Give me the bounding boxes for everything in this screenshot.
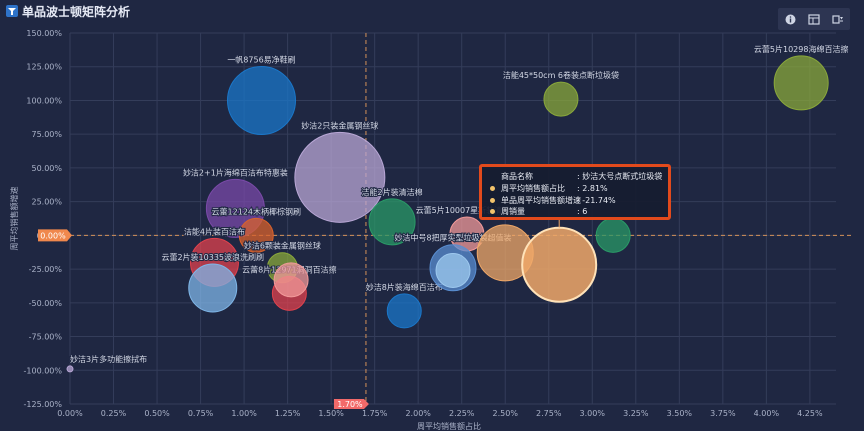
bubble-label: 洁能4片装百洁布 [184, 226, 245, 236]
tooltip-key: 周销量 [501, 207, 525, 216]
tooltip-key: 单品周平均销售额增速 [501, 196, 581, 205]
y-tick-label: -75.00% [29, 333, 63, 342]
chart-toolbar [778, 8, 850, 30]
tooltip-bullet-icon [490, 209, 495, 214]
tooltip-row: 周销量 : 6 [490, 207, 587, 217]
tooltip-name-key: 商品名称 [501, 172, 533, 181]
tooltip-row: 周平均销售额占比 : 2.81% [490, 184, 608, 194]
tooltip-row: 单品周平均销售额增速: -21.74% [490, 196, 616, 206]
bubble-label: 一帆8756易净鞋刷 [227, 54, 295, 64]
x-axis-title: 周平均销售额占比 [417, 421, 481, 431]
tooltip: 商品名称 : 妙洁大号点断式垃圾袋 周平均销售额占比 : 2.81% 单品周平均销售… [479, 164, 671, 220]
x-reference-label: 1.70% [337, 400, 363, 409]
bubble-point [294, 131, 386, 223]
bubble-point [773, 55, 829, 111]
bubble-label: 妙洁2+1片海绵百洁布特惠装 [183, 167, 288, 177]
tooltip-value: : 6 [577, 207, 588, 216]
tooltip-value: : -21.74% [577, 196, 616, 205]
y-tick-label: -25.00% [29, 265, 63, 274]
x-tick-label: 1.50% [318, 409, 344, 418]
bubble-point [543, 81, 579, 117]
page-title: 单品波士顿矩阵分析 [22, 5, 131, 19]
bubble-point [435, 252, 471, 288]
x-tick-label: 1.75% [362, 409, 388, 418]
bubble-label: 妙洁8片装海绵百洁布 [366, 282, 443, 292]
y-reference-label: 0.00% [40, 231, 66, 240]
x-tick-label: 2.75% [536, 409, 562, 418]
bubble-label: 妙洁2只装金属钢丝球 [301, 120, 378, 130]
bubble-label: 妙洁3片多功能擦拭布 [70, 354, 147, 364]
bubble-label: 云蕾12124木柄椰棕钢刷 [212, 206, 301, 216]
bubble-point [595, 217, 631, 253]
bubble-point [368, 198, 416, 246]
x-tick-label: 3.00% [580, 409, 606, 418]
bubble-point [386, 293, 422, 329]
x-tick-label: 0.75% [188, 409, 214, 418]
x-tick-label: 1.00% [231, 409, 257, 418]
y-tick-label: -50.00% [29, 299, 63, 308]
tooltip-name-value: : 妙洁大号点断式垃圾袋 [577, 172, 663, 181]
x-tick-label: 2.00% [405, 409, 431, 418]
info-icon[interactable] [782, 11, 798, 27]
x-reference-marker [333, 399, 369, 409]
bubble-label: 洁能2片装清洁棉 [362, 187, 423, 197]
tooltip-bullet-icon [490, 186, 495, 191]
bubble-point [188, 263, 238, 313]
y-tick-label: 150.00% [26, 29, 62, 38]
x-tick-label: 0.50% [144, 409, 170, 418]
tooltip-bullet-icon [490, 198, 495, 203]
x-tick-label: 0.00% [57, 409, 83, 418]
y-tick-label: 25.00% [31, 198, 62, 207]
filter-icon[interactable] [830, 11, 846, 27]
y-tick-label: 75.00% [31, 130, 62, 139]
bubble-point [66, 365, 74, 373]
bubble-point [521, 226, 598, 303]
x-tick-label: 4.00% [754, 409, 780, 418]
bubble-point [227, 65, 296, 135]
y-tick-label: 50.00% [31, 164, 62, 173]
bubble-label: 洁能45*50cm 6卷装点断垃圾袋 [503, 70, 619, 80]
x-tick-label: 3.50% [667, 409, 693, 418]
y-axis-title: 周平均销售额增速 [9, 187, 19, 251]
x-tick-label: 3.75% [710, 409, 736, 418]
y-reference-marker [38, 229, 72, 242]
tooltip-row-name: 商品名称 : 妙洁大号点断式垃圾袋 [490, 172, 662, 182]
tooltip-value: : 2.81% [577, 184, 608, 193]
data-view-icon[interactable] [806, 11, 822, 27]
y-tick-label: -125.00% [24, 400, 63, 409]
bubble-label: 云蕾5片10298海绵百洁擦 [754, 44, 849, 54]
x-tick-label: 2.50% [493, 409, 519, 418]
x-tick-label: 1.25% [275, 409, 301, 418]
bubble-label: 妙洁6颗装金属钢丝球 [244, 241, 321, 251]
bubble-point [273, 262, 309, 298]
bubble-label: 云蕾2片装10335波浪洗刷刷 [161, 252, 264, 262]
x-tick-label: 0.25% [101, 409, 127, 418]
header: 单品波士顿矩阵分析 [0, 0, 864, 30]
x-tick-label: 2.25% [449, 409, 475, 418]
tooltip-key: 周平均销售额占比 [501, 184, 565, 193]
y-tick-label: -100.00% [24, 366, 63, 375]
app-logo-icon [6, 5, 18, 17]
y-tick-label: 100.00% [26, 96, 62, 105]
x-tick-label: 3.25% [623, 409, 649, 418]
bubble-point [238, 217, 274, 253]
y-tick-label: 125.00% [26, 63, 62, 72]
x-tick-label: 4.25% [797, 409, 823, 418]
